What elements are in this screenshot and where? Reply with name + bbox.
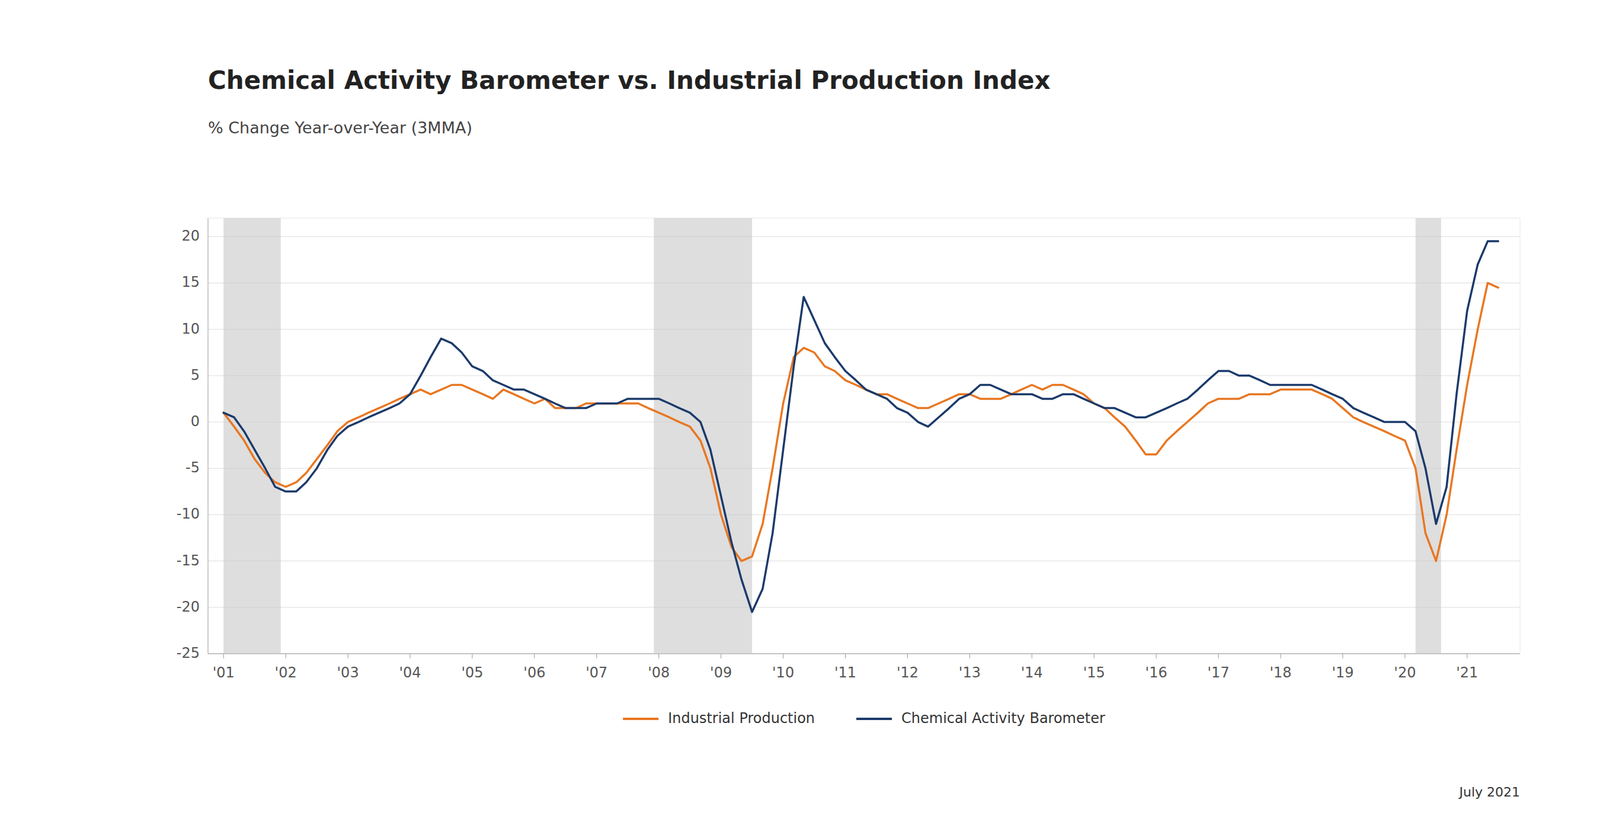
- x-tick-label: '13: [958, 664, 981, 681]
- grid-line: [208, 468, 1520, 469]
- series-line: [223, 241, 1499, 613]
- legend-swatch: [856, 717, 892, 720]
- subtitle: % Change Year-over-Year (3MMA): [208, 118, 473, 137]
- page: {"chart_data": { "type": "line", "title"…: [0, 0, 1600, 838]
- legend: Industrial Production Chemical Activity B…: [622, 709, 1106, 727]
- grid-line: [208, 653, 1520, 655]
- grid-line: [208, 606, 1520, 608]
- grid-line: [208, 328, 1520, 330]
- x-tick: [1342, 653, 1343, 659]
- x-tick: [223, 653, 224, 659]
- x-tick: [1156, 653, 1157, 659]
- x-tick-label: '03: [337, 664, 360, 681]
- y-tick-label: 15: [181, 273, 200, 291]
- y-tick-label: -5: [185, 459, 200, 476]
- recession-band: [1415, 218, 1442, 654]
- x-tick: [1404, 653, 1406, 659]
- x-tick: [596, 653, 597, 659]
- y-grid: [208, 236, 1520, 654]
- grid-line: [208, 282, 1520, 284]
- chart: Chemical Activity Barometer vs. Industri…: [0, 0, 1600, 838]
- x-axis-line: [208, 653, 1520, 655]
- x-tick-label: '17: [1207, 664, 1230, 681]
- recession-band: [653, 218, 752, 654]
- x-tick: [782, 653, 784, 659]
- y-tick-label: -25: [176, 644, 200, 662]
- x-tick-label: '05: [461, 664, 483, 681]
- grid-line: [208, 236, 1520, 238]
- x-tick: [1466, 653, 1468, 659]
- x-tick: [1093, 653, 1095, 659]
- plot-area: [223, 218, 1499, 654]
- x-tick: [533, 653, 535, 659]
- y-tick-label: 5: [190, 366, 200, 384]
- x-tick: [907, 653, 908, 659]
- legend-label: Industrial Production: [667, 709, 815, 727]
- x-tick-label: '20: [1393, 664, 1416, 681]
- y-tick-label: -15: [176, 552, 200, 569]
- x-tick-label: '19: [1331, 664, 1354, 681]
- x-tick: [845, 653, 846, 659]
- x-tick: [471, 653, 473, 659]
- x-tick-label: '09: [709, 664, 732, 681]
- x-tick: [1280, 653, 1282, 659]
- y-tick-label: 0: [190, 413, 200, 430]
- x-tick-label: '21: [1456, 664, 1478, 681]
- x-tick: [969, 653, 971, 659]
- x-tick-label: '11: [834, 664, 857, 681]
- frame-top: [208, 218, 1520, 219]
- grid-line: [208, 375, 1520, 376]
- background: [0, 0, 1600, 838]
- y-tick-label: -10: [176, 505, 200, 523]
- recession-band: [223, 218, 281, 654]
- legend-label: Chemical Activity Barometer: [901, 709, 1106, 727]
- x-tick-label: '04: [398, 664, 421, 681]
- x-tick: [285, 653, 287, 659]
- y-tick-label: 20: [181, 227, 200, 245]
- x-tick: [1218, 653, 1219, 659]
- x-tick-label: '14: [1021, 664, 1043, 681]
- series-line: [223, 282, 1499, 561]
- x-tick: [720, 653, 722, 659]
- frame-right: [1520, 218, 1521, 654]
- y-tick-labels: -25 -20 -15 -10 -5 0 5 10 15 20: [176, 227, 200, 662]
- title: Chemical Activity Barometer vs. Industri…: [208, 65, 1051, 95]
- grid-line: [208, 514, 1520, 515]
- x-tick-label: '10: [772, 664, 795, 681]
- y-tick-label: 10: [181, 320, 200, 338]
- x-tick-label: '16: [1145, 664, 1168, 681]
- x-tick-label: '15: [1083, 664, 1106, 681]
- x-tick: [410, 653, 411, 659]
- y-axis-line: [208, 218, 209, 654]
- x-tick-label: '08: [647, 664, 670, 681]
- grid-line: [208, 421, 1520, 423]
- x-tick-label: '01: [212, 664, 235, 681]
- x-tick: [1031, 653, 1033, 659]
- x-tick: [658, 653, 659, 659]
- x-ticks: '01 '02 '03 '04 '05 '06 '07 '08 '09 '10 '11 '12 '13 '…: [212, 653, 1479, 681]
- x-tick-label: '02: [274, 664, 297, 681]
- footer: July 2021: [1457, 784, 1520, 800]
- x-tick-label: '18: [1269, 664, 1292, 681]
- grid-line: [208, 560, 1520, 562]
- y-tick-label: -20: [176, 598, 200, 616]
- x-tick-label: '06: [523, 664, 546, 681]
- legend-swatch: [622, 717, 659, 720]
- x-tick-label: '12: [896, 664, 919, 681]
- x-tick-label: '07: [585, 664, 608, 681]
- x-tick: [347, 653, 349, 659]
